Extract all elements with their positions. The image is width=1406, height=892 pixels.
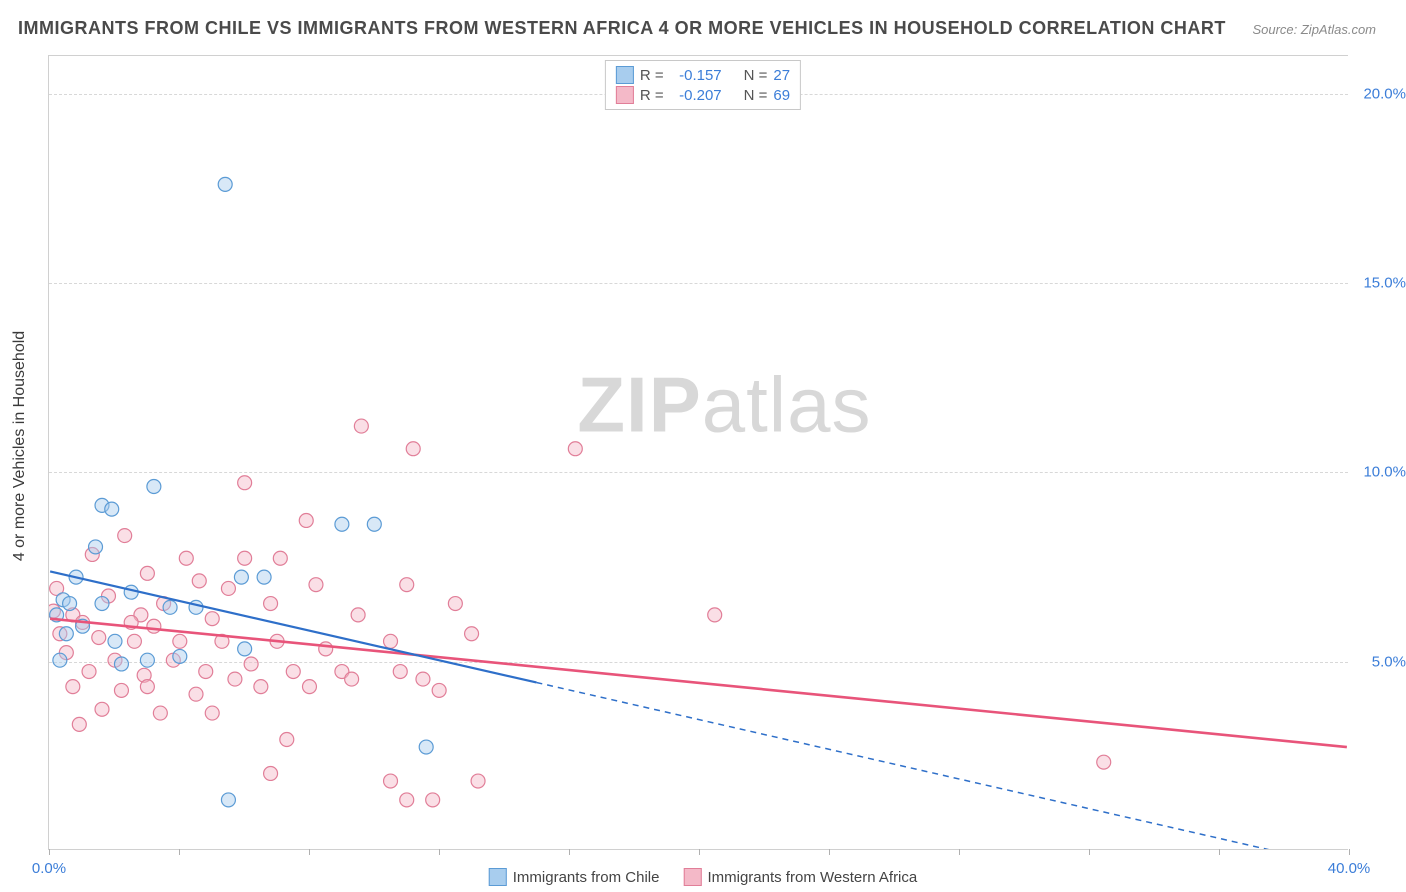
x-tick [569, 849, 570, 855]
legend-item-chile: Immigrants from Chile [489, 868, 660, 886]
y-tick-label: 20.0% [1354, 85, 1406, 102]
x-tick [1089, 849, 1090, 855]
r-label: R = [640, 67, 664, 84]
y-tick-label: 10.0% [1354, 464, 1406, 481]
n-label: N = [744, 87, 768, 104]
legend-row-wafrica: R = -0.207 N = 69 [616, 85, 790, 105]
x-tick [959, 849, 960, 855]
x-tick [309, 849, 310, 855]
legend-row-chile: R = -0.157 N = 27 [616, 65, 790, 85]
series-legend: Immigrants from Chile Immigrants from We… [489, 868, 917, 886]
n-value-chile: 27 [773, 67, 790, 84]
chart-title: IMMIGRANTS FROM CHILE VS IMMIGRANTS FROM… [18, 18, 1226, 39]
r-value-wafrica: -0.207 [670, 87, 722, 104]
x-tick [179, 849, 180, 855]
x-tick-label: 0.0% [32, 860, 66, 877]
legend-label-wafrica: Immigrants from Western Africa [707, 869, 917, 886]
legend-swatch-wafrica-bottom [683, 868, 701, 886]
x-tick [829, 849, 830, 855]
legend-swatch-chile [616, 66, 634, 84]
scatter-svg [49, 56, 1348, 849]
y-axis-label: 4 or more Vehicles in Household [11, 331, 29, 561]
n-label: N = [744, 67, 768, 84]
y-tick-label: 5.0% [1354, 653, 1406, 670]
legend-swatch-wafrica [616, 86, 634, 104]
plot-area: ZIPatlas 5.0%10.0%15.0%20.0%0.0%40.0% [48, 55, 1348, 850]
legend-swatch-chile-bottom [489, 868, 507, 886]
x-tick [1349, 849, 1350, 855]
n-value-wafrica: 69 [773, 87, 790, 104]
x-tick-label: 40.0% [1328, 860, 1371, 877]
correlation-legend: R = -0.157 N = 27 R = -0.207 N = 69 [605, 60, 801, 110]
x-tick [439, 849, 440, 855]
legend-label-chile: Immigrants from Chile [513, 869, 660, 886]
r-value-chile: -0.157 [670, 67, 722, 84]
x-tick [699, 849, 700, 855]
x-tick [49, 849, 50, 855]
r-label: R = [640, 87, 664, 104]
legend-item-wafrica: Immigrants from Western Africa [683, 868, 917, 886]
y-tick-label: 15.0% [1354, 275, 1406, 292]
source-attribution: Source: ZipAtlas.com [1252, 22, 1376, 37]
x-tick [1219, 849, 1220, 855]
